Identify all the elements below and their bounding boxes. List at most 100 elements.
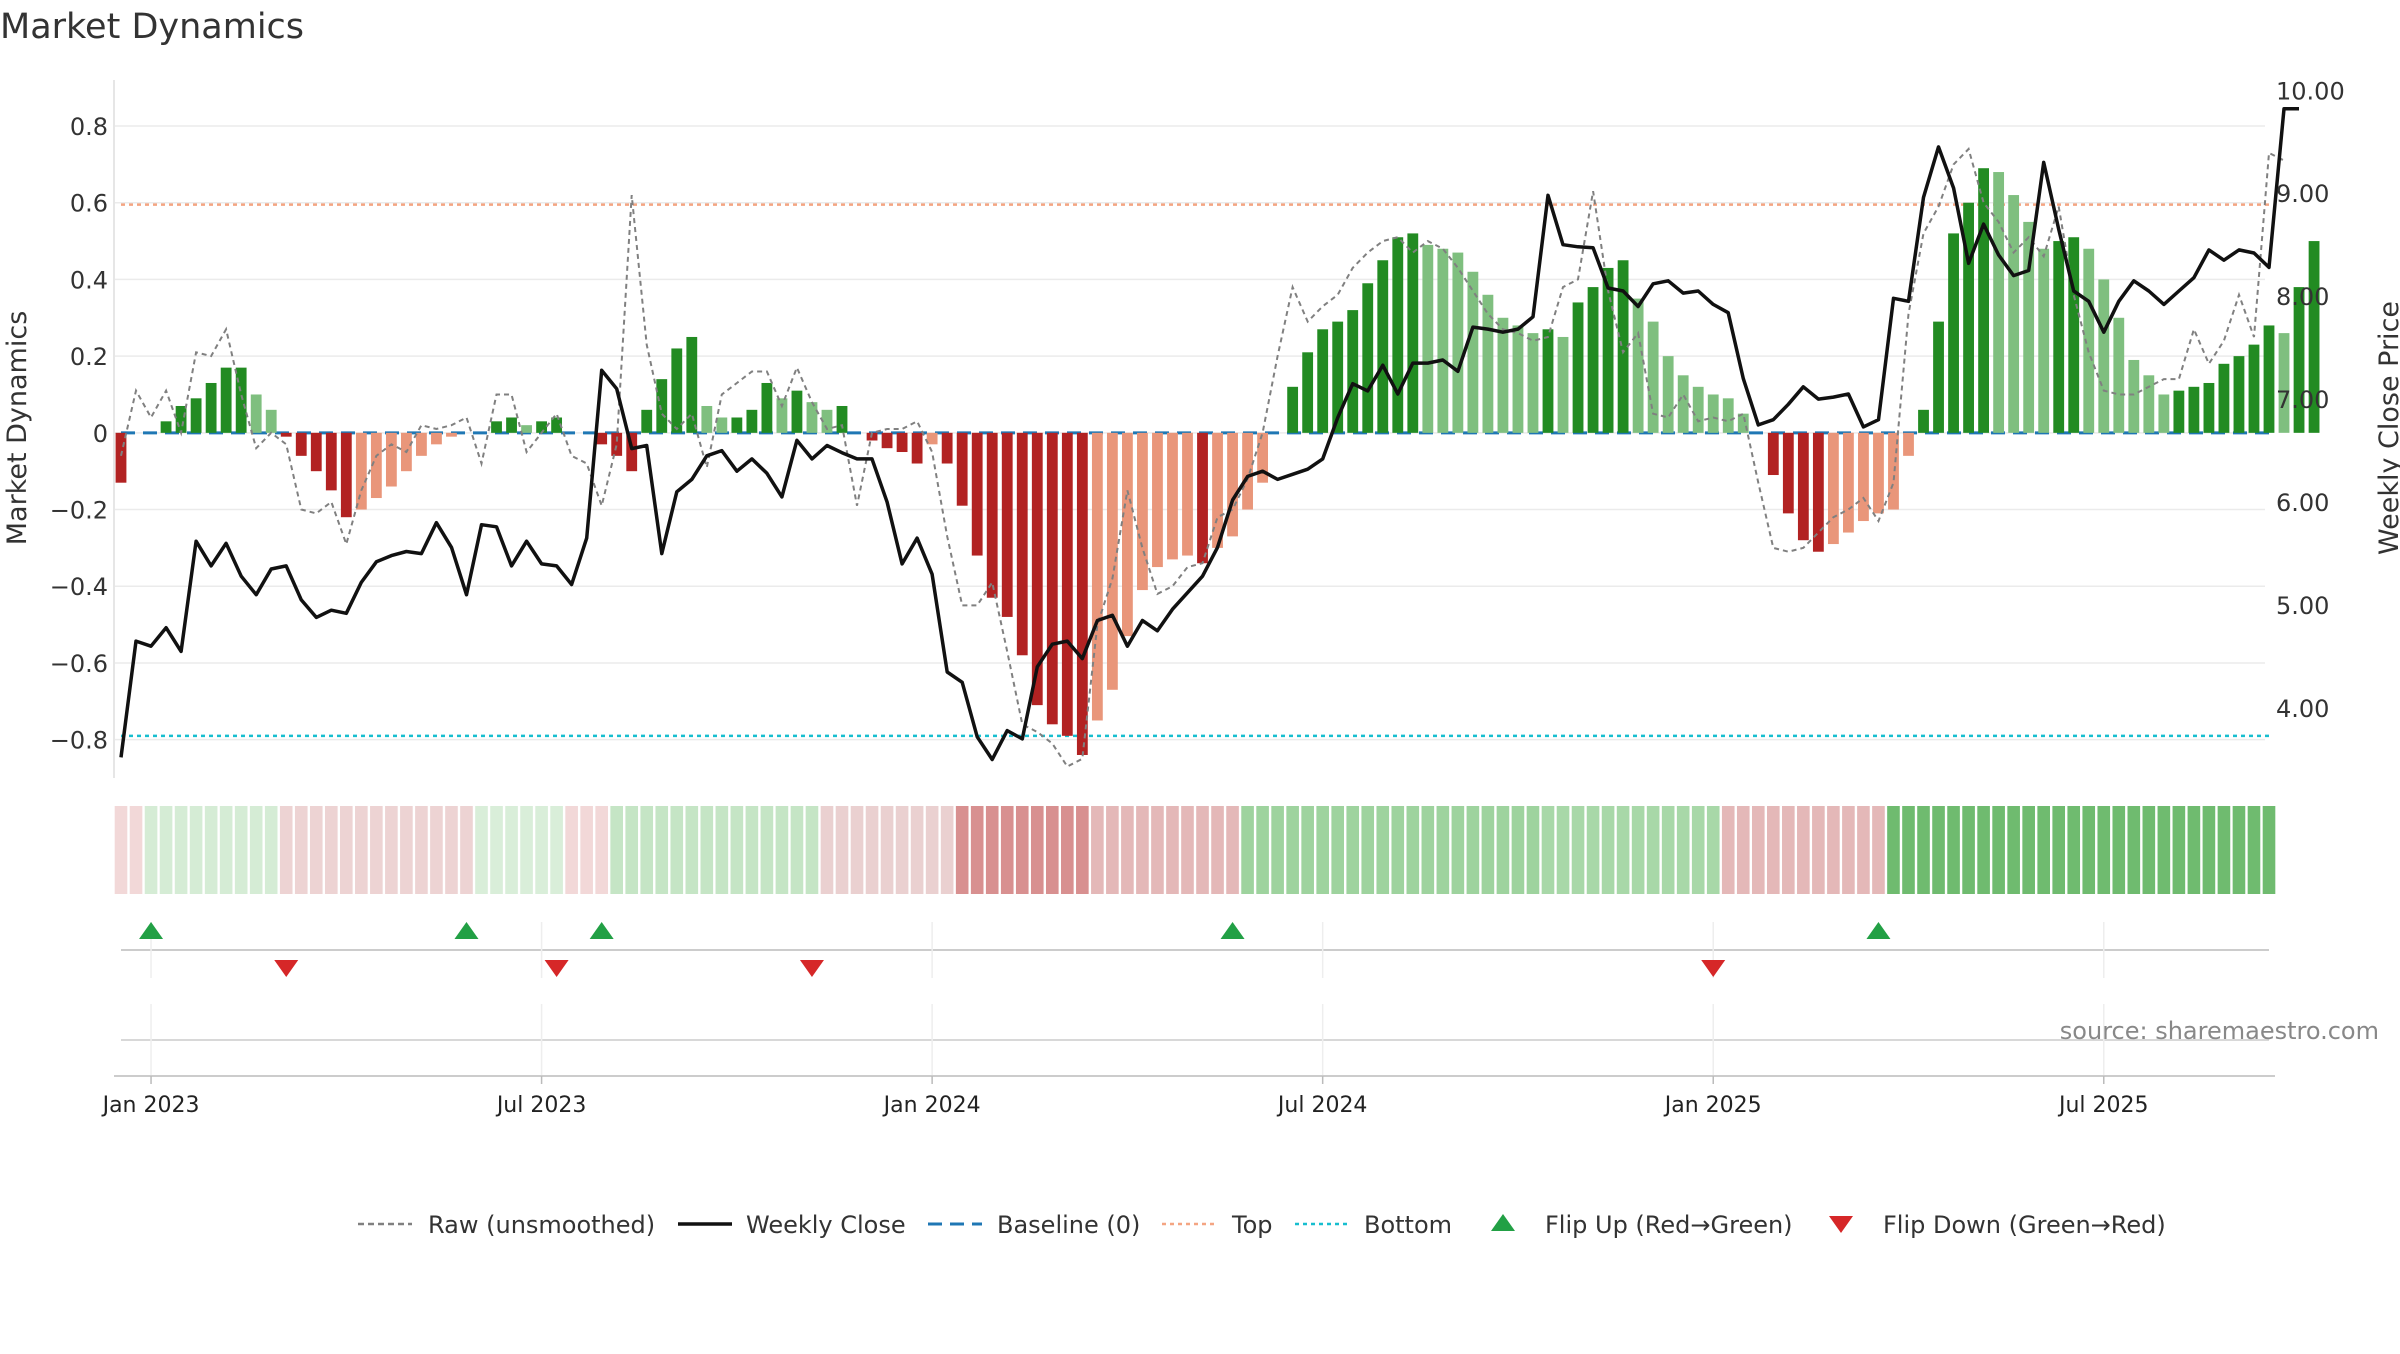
raw-series [120, 147, 2285, 768]
market-dynamics-bar [370, 432, 382, 499]
market-dynamics-bar [731, 417, 743, 433]
phase-cell [535, 806, 548, 894]
y-left-tick-label: −0.4 [50, 573, 108, 601]
market-dynamics-bar [1767, 432, 1779, 476]
market-dynamics-bar [190, 398, 202, 433]
legend-baseline-label: Baseline (0) [997, 1211, 1140, 1239]
flip-up-marker [1866, 922, 1891, 939]
raw-line [120, 147, 2285, 768]
phase-cell [1391, 806, 1405, 894]
market-dynamics-bar [956, 432, 968, 506]
market-dynamics-bar [2188, 386, 2200, 433]
market-dynamics-bar [1046, 432, 1058, 725]
y-right-tick-label: 7.00 [2276, 386, 2329, 414]
x-tick-label: Jan 2024 [882, 1093, 981, 1118]
market-dynamics-bar [1587, 287, 1599, 433]
market-dynamics-bar [686, 336, 698, 433]
phase-cell [640, 806, 654, 894]
flip-markers-panel [121, 922, 2269, 1076]
phase-cell [264, 806, 278, 894]
market-dynamics-bar [160, 421, 172, 433]
phase-cell [1466, 806, 1480, 894]
phase-cell [1241, 806, 1254, 894]
phase-cell [1481, 806, 1495, 894]
phase-cell [910, 806, 924, 894]
market-dynamics-bar [1963, 202, 1974, 433]
market-dynamics-bar [671, 348, 683, 433]
market-dynamics-bar [1121, 432, 1133, 637]
legend-flip-down-label: Flip Down (Green→Red) [1883, 1211, 2166, 1239]
phase-cell [1166, 806, 1179, 894]
market-dynamics-bar [491, 421, 502, 433]
phase-cell [2067, 806, 2081, 894]
market-dynamics-bar [611, 432, 623, 456]
market-dynamics-bar [310, 432, 322, 472]
phase-cell [2157, 806, 2171, 894]
market-dynamics-bar [175, 405, 187, 433]
market-dynamics-bar [701, 405, 713, 433]
legend-close-label: Weekly Close [746, 1211, 906, 1239]
y-right-tick-label: 4.00 [2276, 695, 2329, 723]
phase-cell [2247, 806, 2261, 894]
phase-cell [2217, 806, 2231, 894]
phase-cell [1706, 806, 1720, 894]
market-dynamics-bar [2293, 287, 2305, 433]
phase-cell [625, 806, 639, 894]
market-dynamics-bar [1061, 432, 1073, 736]
market-dynamics-bar [716, 417, 728, 433]
phase-cell [355, 806, 368, 894]
phase-cell [219, 806, 233, 894]
market-dynamics-bar [2083, 248, 2095, 433]
phase-cell [700, 806, 714, 894]
flip-up-marker [454, 922, 479, 939]
market-dynamics-bar [2308, 241, 2320, 433]
market-dynamics-bar [881, 432, 893, 449]
phase-cell [610, 806, 624, 894]
phase-cell [1646, 806, 1660, 894]
weekly-close-series [119, 107, 2299, 762]
market-dynamics-bar [1677, 375, 1689, 433]
market-dynamics-bar [265, 409, 277, 433]
market-dynamics-bar [1137, 432, 1148, 591]
phase-cell [1496, 806, 1510, 894]
market-dynamics-bar [1692, 386, 1704, 433]
phase-cell [1887, 806, 1900, 894]
market-dynamics-bar [1918, 409, 1929, 433]
phase-cell [445, 806, 458, 894]
legend: Raw (unsmoothed) Weekly Close Baseline (… [358, 1211, 2166, 1239]
market-dynamics-bar [1737, 413, 1749, 433]
y-left-tick-label: 0.2 [70, 343, 108, 371]
market-dynamics-bar [836, 405, 848, 433]
market-dynamics-bar [596, 432, 608, 445]
phase-cell [1421, 806, 1435, 894]
market-dynamics-bar [385, 432, 397, 487]
y-axis-right-label: Weekly Close Price [2374, 301, 2400, 555]
phase-cell [685, 806, 699, 894]
market-dynamics-bar [1632, 298, 1644, 433]
phase-cell [324, 806, 338, 894]
market-dynamics-bar [1572, 302, 1584, 433]
market-dynamics-bar [1993, 172, 2005, 433]
phase-cell [955, 806, 969, 894]
market-dynamics-bar [656, 379, 668, 433]
y-left-tick-label: 0.4 [70, 266, 108, 294]
phase-cell [309, 806, 323, 894]
phase-cell [2112, 806, 2126, 894]
market-dynamics-bar [1602, 267, 1614, 433]
source-note: source: sharemaestro.com [2060, 1017, 2379, 1045]
market-dynamics-bar [1948, 233, 1959, 433]
flip-up-marker [139, 922, 164, 939]
phase-cell [1977, 806, 1990, 894]
market-dynamics-bar [806, 402, 818, 433]
phase-cell [1676, 806, 1690, 894]
y-axis-left-label: Market Dynamics [2, 311, 33, 546]
market-dynamics-bar [1437, 248, 1449, 433]
phase-cell [1857, 806, 1870, 894]
market-dynamics-bar [536, 421, 547, 433]
phase-cell [550, 806, 563, 894]
phase-cell [1106, 806, 1119, 894]
phase-cell [1526, 806, 1540, 894]
market-dynamics-bar [1227, 432, 1238, 537]
chart-title: Market Dynamics [0, 7, 304, 47]
market-dynamics-bar [1317, 329, 1329, 433]
